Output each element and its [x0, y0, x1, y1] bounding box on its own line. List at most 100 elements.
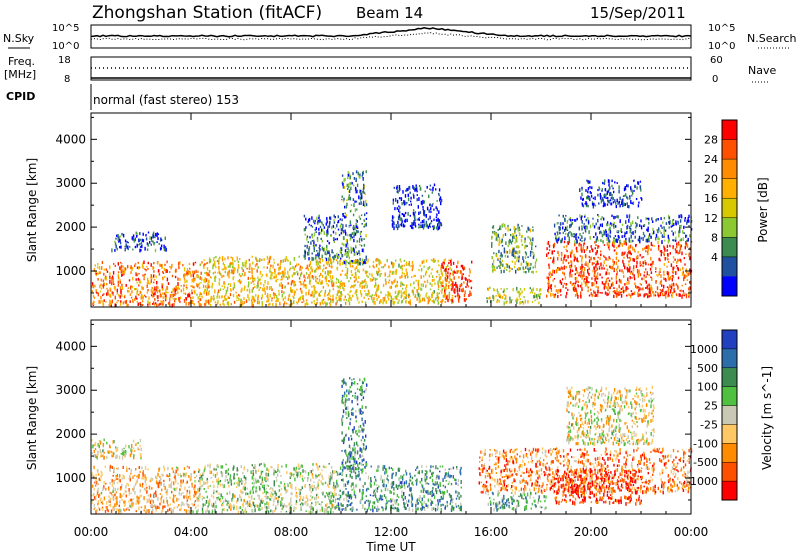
data-cell	[394, 296, 396, 300]
data-cell	[116, 291, 119, 295]
data-cell	[660, 289, 662, 294]
data-cell	[554, 295, 556, 298]
data-cell	[405, 296, 407, 299]
data-cell	[631, 194, 633, 197]
data-cell	[386, 259, 388, 263]
data-cell	[122, 495, 124, 497]
data-cell	[363, 259, 366, 262]
data-cell	[270, 487, 272, 490]
data-cell	[279, 262, 282, 266]
data-cell	[308, 246, 311, 250]
data-cell	[511, 239, 514, 243]
data-cell	[505, 268, 508, 271]
data-cell	[147, 231, 150, 234]
data-cell	[412, 222, 415, 226]
data-cell	[140, 280, 142, 284]
data-cell	[296, 302, 299, 305]
data-cell	[200, 271, 202, 275]
data-cell	[449, 266, 451, 270]
data-cell	[147, 494, 149, 497]
data-cell	[362, 186, 365, 190]
data-cell	[451, 283, 454, 285]
data-cell	[344, 259, 346, 262]
data-cell	[619, 269, 621, 272]
data-cell	[660, 253, 662, 257]
data-cell	[683, 232, 685, 234]
data-cell	[251, 270, 253, 275]
data-cell	[332, 256, 334, 259]
data-cell	[623, 256, 625, 259]
data-cell	[106, 508, 108, 511]
data-cell	[252, 280, 254, 283]
data-cell	[339, 297, 342, 300]
y-tick-label: 4000	[55, 132, 86, 146]
data-cell	[237, 260, 240, 263]
data-cell	[407, 263, 410, 266]
data-cell	[322, 482, 324, 486]
data-cell	[325, 260, 328, 264]
data-cell	[139, 489, 142, 493]
data-cell	[663, 217, 666, 220]
data-cell	[248, 258, 250, 262]
data-cell	[376, 278, 378, 280]
data-cell	[273, 294, 275, 299]
data-cell	[688, 219, 690, 223]
data-cell	[685, 268, 687, 271]
data-cell	[334, 506, 336, 510]
data-cell	[458, 276, 460, 279]
data-cell	[252, 278, 254, 282]
data-cell	[604, 203, 606, 207]
data-cell	[553, 223, 556, 228]
data-cell	[570, 254, 572, 258]
data-cell	[114, 488, 117, 491]
data-cell	[128, 477, 130, 480]
data-cell	[159, 302, 161, 306]
data-cell	[420, 299, 422, 303]
data-cell	[423, 259, 425, 264]
data-cell	[229, 272, 231, 275]
data-cell	[242, 269, 244, 272]
data-cell	[505, 241, 507, 245]
data-cell	[329, 297, 331, 300]
data-cell	[612, 201, 615, 204]
data-cell	[219, 273, 222, 275]
data-cell	[347, 176, 349, 180]
data-cell	[343, 197, 345, 201]
data-cell	[172, 470, 175, 474]
data-cell	[150, 276, 152, 279]
data-cell	[575, 219, 577, 222]
data-cell	[329, 303, 332, 307]
data-cell	[422, 206, 424, 209]
data-cell	[115, 497, 117, 500]
data-cell	[417, 205, 419, 209]
data-cell	[635, 226, 637, 229]
data-cell	[268, 259, 271, 264]
data-cell	[617, 230, 619, 232]
colorbar-swatch	[722, 139, 737, 160]
data-cell	[563, 272, 565, 276]
data-cell	[308, 218, 310, 222]
data-cell	[211, 282, 214, 286]
data-cell	[325, 465, 327, 469]
data-cell	[666, 249, 668, 252]
data-cell	[330, 270, 332, 274]
data-cell	[506, 251, 509, 254]
data-cell	[166, 260, 168, 264]
data-cell	[404, 224, 406, 228]
data-cell	[164, 505, 166, 508]
data-cell	[486, 299, 488, 304]
data-cell	[556, 239, 558, 243]
data-cell	[688, 253, 690, 257]
data-cell	[349, 182, 351, 186]
data-cell	[552, 279, 554, 282]
data-cell	[428, 266, 431, 269]
data-cell	[499, 257, 502, 260]
data-cell	[352, 265, 354, 268]
data-cell	[502, 263, 504, 267]
data-cell	[375, 259, 377, 262]
data-cell	[397, 301, 399, 304]
data-cell	[554, 232, 556, 236]
data-cell	[138, 497, 140, 500]
data-cell	[456, 284, 458, 288]
data-cell	[609, 226, 611, 231]
